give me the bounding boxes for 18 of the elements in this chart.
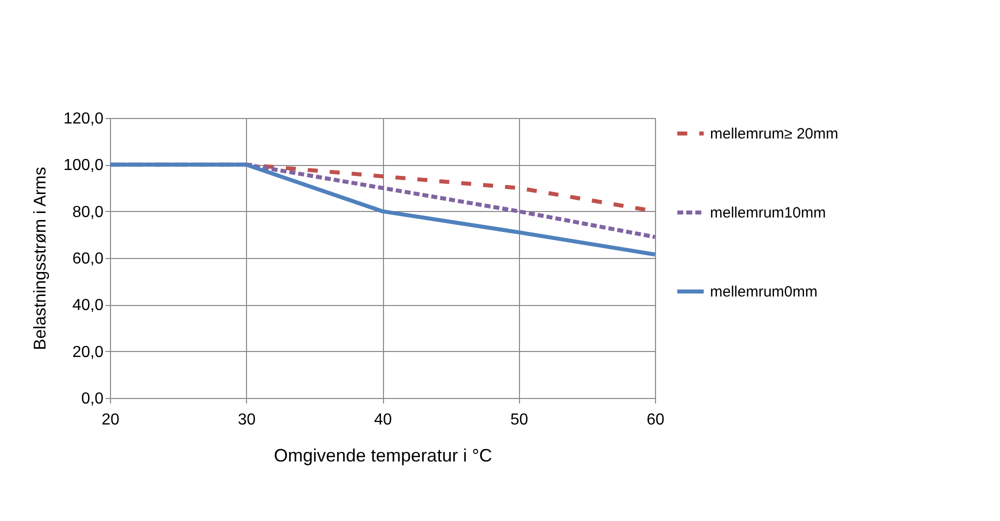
legend-label: mellemrum≥ 20mm	[710, 126, 838, 142]
y-tick-label: 80,0	[72, 204, 104, 221]
y-tick-label: 0,0	[81, 390, 104, 408]
y-tick-label: 20,0	[72, 344, 104, 361]
y-tick-label: 40,0	[72, 297, 104, 314]
legend-label: mellemrum0mm	[710, 284, 818, 300]
legend-label: mellemrum10mm	[710, 204, 826, 222]
x-tick-label: 40	[374, 412, 392, 428]
y-tick-label: 120,0	[63, 110, 104, 128]
x-tick-label: 60	[646, 412, 664, 428]
y-axis-title: Belastningsstrøm i Arms	[30, 166, 50, 350]
x-tick-label: 20	[102, 412, 120, 428]
line-series	[108, 162, 657, 256]
x-tick-label: 30	[238, 412, 256, 428]
x-axis-title: Omgivende temperatur i °C	[274, 446, 492, 466]
y-tick-label: 60,0	[72, 250, 104, 268]
y-tick-label: 100,0	[63, 157, 104, 174]
x-tick-label: 50	[510, 412, 528, 428]
